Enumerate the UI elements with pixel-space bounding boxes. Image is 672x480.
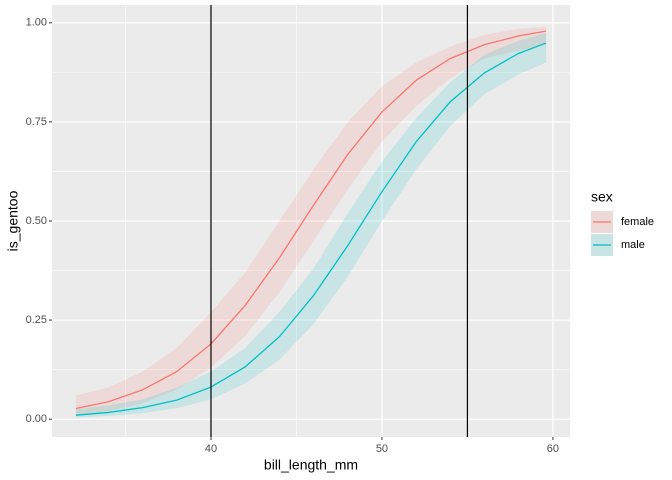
legend-title: sex bbox=[591, 189, 613, 205]
x-tick-label: 60 bbox=[547, 443, 559, 455]
y-tick-label: 1.00 bbox=[26, 17, 47, 29]
legend-label: male bbox=[621, 239, 645, 251]
y-tick-label: 0.25 bbox=[26, 314, 47, 326]
x-tick-label: 50 bbox=[376, 443, 388, 455]
fit-line bbox=[75, 42, 547, 416]
y-tick-label: 0.50 bbox=[26, 215, 47, 227]
x-axis-title: bill_length_mm bbox=[264, 457, 358, 473]
y-tick-label: 0.00 bbox=[26, 413, 47, 425]
confidence-band bbox=[75, 26, 547, 416]
y-axis-title: is_gentoo bbox=[5, 190, 21, 251]
legend-label: female bbox=[621, 216, 654, 228]
x-tick-label: 40 bbox=[205, 443, 217, 455]
confidence-band bbox=[75, 32, 547, 418]
y-tick-label: 0.75 bbox=[26, 116, 47, 128]
fit-line bbox=[75, 30, 547, 410]
